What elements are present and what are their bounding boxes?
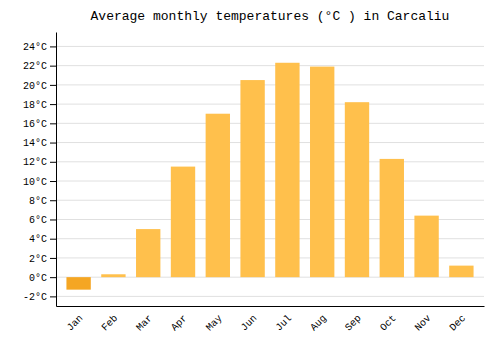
y-tick: -2°C <box>23 292 56 303</box>
y-tick: 0°C <box>29 273 56 284</box>
x-tick-label: Jan <box>65 313 86 334</box>
x-tick-label: Apr <box>169 313 190 334</box>
x-tick: Aug <box>308 313 329 334</box>
x-tick: Dec <box>448 313 469 334</box>
y-tick-mark <box>50 123 56 124</box>
y-tick-mark <box>50 219 56 220</box>
x-tick-label: Oct <box>378 313 399 334</box>
y-tick: 4°C <box>29 234 56 245</box>
y-tick: 22°C <box>23 61 56 72</box>
x-tick-label: Aug <box>308 313 329 334</box>
bar <box>345 102 369 277</box>
y-tick: 18°C <box>23 100 56 111</box>
y-tick-label: 2°C <box>29 254 47 265</box>
y-tick: 10°C <box>23 177 56 188</box>
y-tick-label: 14°C <box>23 138 47 149</box>
bar <box>101 274 125 277</box>
x-tick: Oct <box>378 313 399 334</box>
x-axis: Jan Feb Mar Apr May Jun Jul Aug Sep Oct Nov Dec <box>57 307 485 334</box>
y-axis-line <box>56 33 57 307</box>
y-tick: 24°C <box>23 42 56 53</box>
x-tick: Sep <box>343 313 364 334</box>
y-tick-label: 20°C <box>23 81 47 92</box>
x-axis-line <box>57 306 485 307</box>
y-tick: 2°C <box>29 254 56 265</box>
bar <box>310 67 334 278</box>
x-tick: Jul <box>274 313 295 334</box>
chart-container: -2°C 0°C 2°C 4°C 6°C 8°C 10°C 12°C 14°C 16°C 18°C 2… <box>0 0 500 350</box>
chart-title: Average monthly temperatures (°C ) in Ca… <box>91 9 450 24</box>
y-tick: 12°C <box>23 157 56 168</box>
bar <box>66 277 90 289</box>
y-tick-label: 6°C <box>29 215 47 226</box>
y-tick-mark <box>50 181 56 182</box>
y-tick-mark <box>50 104 56 105</box>
grid-line <box>56 200 484 201</box>
y-tick-label: 24°C <box>23 42 47 53</box>
y-axis: -2°C 0°C 2°C 4°C 6°C 8°C 10°C 12°C 14°C 16°C 18°C 2… <box>23 33 57 307</box>
x-tick: Jun <box>239 313 260 334</box>
y-tick-label: 12°C <box>23 157 47 168</box>
bar <box>380 159 404 277</box>
y-tick-label: 10°C <box>23 177 47 188</box>
y-tick: 6°C <box>29 215 56 226</box>
y-tick-mark <box>50 143 56 144</box>
bar <box>136 229 160 277</box>
x-tick-label: Jul <box>274 313 295 334</box>
x-tick: May <box>204 313 225 334</box>
chart-svg: -2°C 0°C 2°C 4°C 6°C 8°C 10°C 12°C 14°C 16°C 18°C 2… <box>0 0 500 350</box>
y-tick-mark <box>50 200 56 201</box>
y-tick-mark <box>50 66 56 67</box>
x-tick: Mar <box>134 313 155 334</box>
y-tick: 14°C <box>23 138 56 149</box>
y-tick-label: 8°C <box>29 196 47 207</box>
y-tick-mark <box>50 162 56 163</box>
y-tick-mark <box>50 296 56 297</box>
y-tick-mark <box>50 46 56 47</box>
bar <box>171 167 195 278</box>
grid-line <box>56 142 484 143</box>
grid-line <box>56 181 484 182</box>
grid-line <box>56 46 484 47</box>
grid-line <box>56 104 484 105</box>
x-tick: Feb <box>100 313 121 334</box>
x-tick-label: May <box>204 313 225 334</box>
y-tick-mark <box>50 85 56 86</box>
y-tick: 8°C <box>29 196 56 207</box>
x-tick: Nov <box>413 313 434 334</box>
grid-line <box>56 123 484 124</box>
grid-line <box>56 161 484 162</box>
x-tick-label: Jun <box>239 313 260 334</box>
bar <box>414 216 438 278</box>
y-tick-label: 4°C <box>29 234 47 245</box>
y-tick: 20°C <box>23 81 56 92</box>
x-tick-label: Sep <box>343 313 364 334</box>
bars <box>66 63 473 290</box>
bar <box>449 266 473 278</box>
x-tick-label: Feb <box>100 313 121 334</box>
plot: -2°C 0°C 2°C 4°C 6°C 8°C 10°C 12°C 14°C 16°C 18°C 2… <box>23 33 485 334</box>
grid-line <box>56 296 484 297</box>
grid-line <box>56 84 484 85</box>
y-tick-label: 18°C <box>23 100 47 111</box>
bar <box>275 63 299 277</box>
x-tick: Jan <box>65 313 86 334</box>
y-tick-label: 0°C <box>29 273 47 284</box>
y-tick-label: 16°C <box>23 119 47 130</box>
y-tick-label: -2°C <box>23 292 47 303</box>
x-tick-label: Mar <box>134 313 155 334</box>
grid <box>56 46 484 296</box>
y-tick: 16°C <box>23 119 56 130</box>
y-tick-mark <box>50 239 56 240</box>
y-tick-label: 22°C <box>23 61 47 72</box>
x-tick-label: Nov <box>413 313 434 334</box>
y-tick-mark <box>50 277 56 278</box>
bar <box>240 80 264 277</box>
bar <box>206 114 230 277</box>
x-tick-label: Dec <box>448 313 469 334</box>
grid-line <box>56 65 484 66</box>
y-tick-mark <box>50 258 56 259</box>
x-tick: Apr <box>169 313 190 334</box>
